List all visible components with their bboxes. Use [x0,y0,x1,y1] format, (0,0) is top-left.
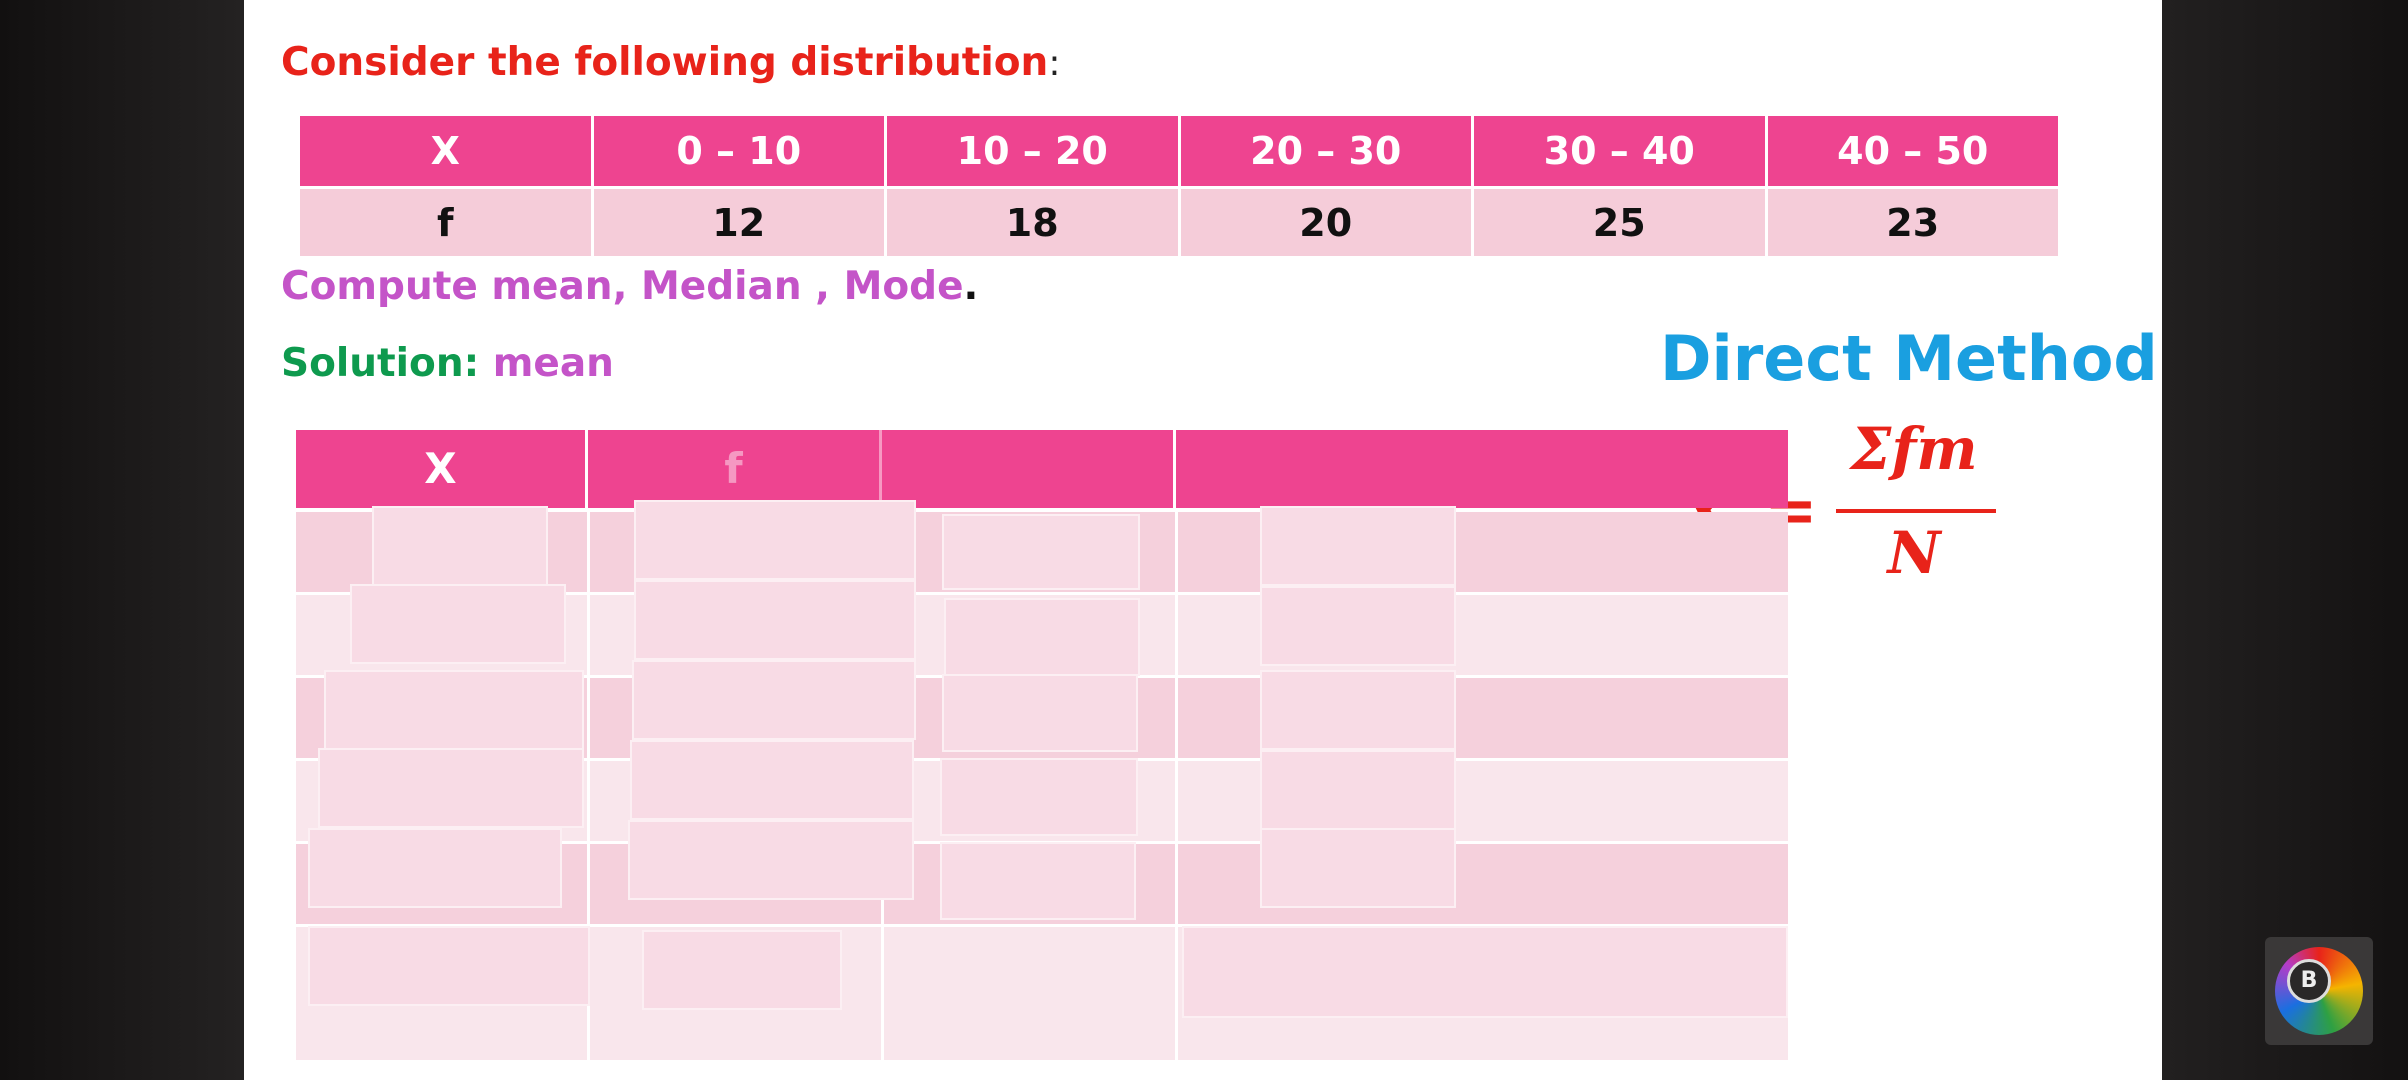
solution-table: X f [296,430,1788,1060]
distribution-frequency-row: f 12 18 20 25 23 [297,186,2061,259]
solution-header-f: f [588,430,882,508]
reveal-cover [324,670,584,750]
reveal-cover [1182,926,1788,1018]
dist-header-cell: 20 – 30 [1177,113,1474,189]
reveal-cover [942,674,1138,752]
right-letterbox [2162,0,2408,1080]
solution-label: Solution: mean [281,341,614,386]
badge-letter: B [2287,959,2331,1003]
dist-cell: 12 [590,186,887,259]
reveal-cover [634,500,916,580]
channel-logo-badge[interactable]: B [2265,937,2373,1045]
heading-text: Consider the following distribution [281,40,1049,85]
reveal-cover [1260,750,1456,830]
dist-header-cell: 0 – 10 [590,113,887,189]
task-text: Compute mean, Median , Mode [281,264,964,309]
solution-header-row: X f [296,430,1788,508]
dist-cell: 23 [1764,186,2061,259]
reveal-cover [632,660,916,740]
dist-cell: 25 [1471,186,1768,259]
reveal-cover [944,598,1140,676]
reveal-cover [642,930,842,1010]
reveal-cover [628,820,914,900]
distribution-header-row: X 0 – 10 10 – 20 20 – 30 30 – 40 40 – 50 [297,113,2061,189]
solution-text: Solution: [281,341,493,386]
reveal-cover [1260,670,1456,750]
fraction-bar [1836,509,1996,513]
slide: Consider the following distribution: X 0… [244,0,2162,1080]
reveal-cover [350,584,566,664]
solution-topic: mean [492,341,614,386]
dist-header-cell: X [297,113,594,189]
reveal-cover [1260,586,1456,666]
left-letterbox [0,0,244,1080]
reveal-cover [940,842,1136,920]
solution-header-x: X [296,430,588,508]
distribution-table: X 0 – 10 10 – 20 20 – 30 30 – 40 40 – 50… [297,113,2061,259]
slide-heading: Consider the following distribution: [281,40,1060,85]
method-title: Direct Method [1660,322,2158,395]
dist-cell: f [297,186,594,259]
reveal-cover [1260,828,1456,908]
heading-colon: : [1048,43,1061,84]
column-divider [587,508,590,1060]
solution-header-blank [882,430,1176,508]
reveal-cover [1260,506,1456,586]
formula-numerator: Σfm [1850,415,1978,483]
task-period: . [963,264,979,309]
task-statement: Compute mean, Median , Mode. [281,264,978,309]
reveal-cover [940,758,1138,836]
reveal-cover [630,740,914,820]
reveal-cover [634,580,916,660]
reveal-cover [308,828,562,908]
solution-header-blank [1176,430,1788,508]
reveal-cover [308,926,590,1006]
formula-denominator: N [1887,519,1941,587]
reveal-cover [942,514,1140,590]
reveal-cover [318,748,584,828]
dist-cell: 20 [1177,186,1474,259]
reveal-cover [372,506,548,586]
dist-cell: 18 [884,186,1181,259]
dist-header-cell: 40 – 50 [1764,113,2061,189]
dist-header-cell: 10 – 20 [884,113,1181,189]
column-divider [1175,508,1178,1060]
dist-header-cell: 30 – 40 [1471,113,1768,189]
